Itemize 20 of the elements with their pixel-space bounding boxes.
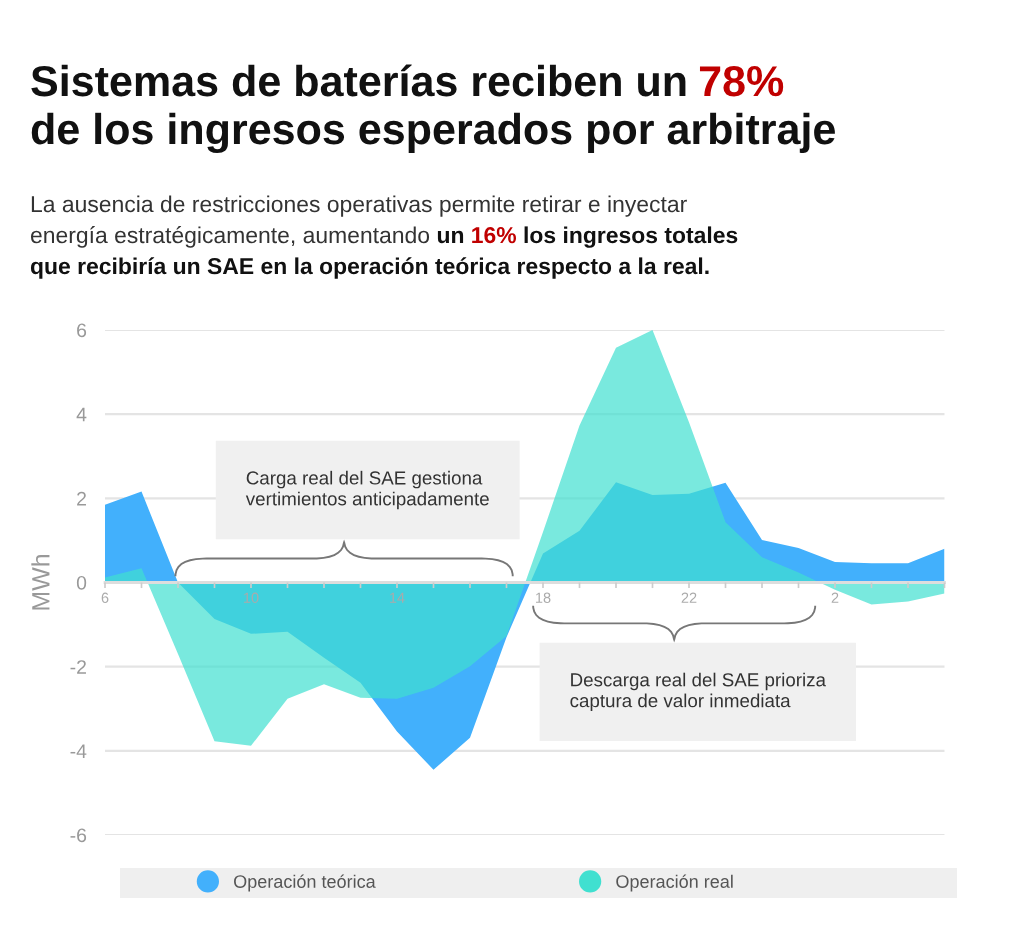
- y-tick-label: -6: [70, 828, 87, 843]
- annotation: Carga real del SAE gestiona vertimientos anticipadamente: [245, 470, 489, 510]
- legend-label: Operación real: [616, 874, 733, 892]
- y-axis-title: MWh: [31, 554, 50, 610]
- x-tick-label: 18: [536, 592, 551, 603]
- x-tick-label: 2: [831, 592, 839, 603]
- x-tick-label: 22: [681, 592, 697, 603]
- chart-title: Sistemas de baterías reciben un 78% de los ingresos esperados por arbitraje: [31, 64, 835, 154]
- chart-subtitle: La ausencia de restricciones operativas permite retirar e inyectar energía estratégicamente, aumentando un 16% los ingresos totales que recibiría un SAE en la operación teórica respecto a la real.: [30, 195, 738, 279]
- y-tick-label: -4: [70, 744, 87, 758]
- legend-label: Operación teórica: [234, 874, 376, 892]
- y-tick-label: 4: [76, 407, 87, 422]
- x-tick-label: 14: [390, 592, 405, 603]
- x-tick-label: 6: [101, 592, 109, 603]
- y-tick-label: 2: [77, 491, 86, 506]
- annotation: Descarga real del SAE prioriza captura de valor inmediata: [570, 672, 826, 712]
- y-tick-label: -2: [70, 660, 86, 674]
- x-tick-label: 10: [244, 592, 259, 603]
- y-tick-label: 6: [77, 323, 87, 338]
- y-tick-label: 0: [76, 575, 87, 590]
